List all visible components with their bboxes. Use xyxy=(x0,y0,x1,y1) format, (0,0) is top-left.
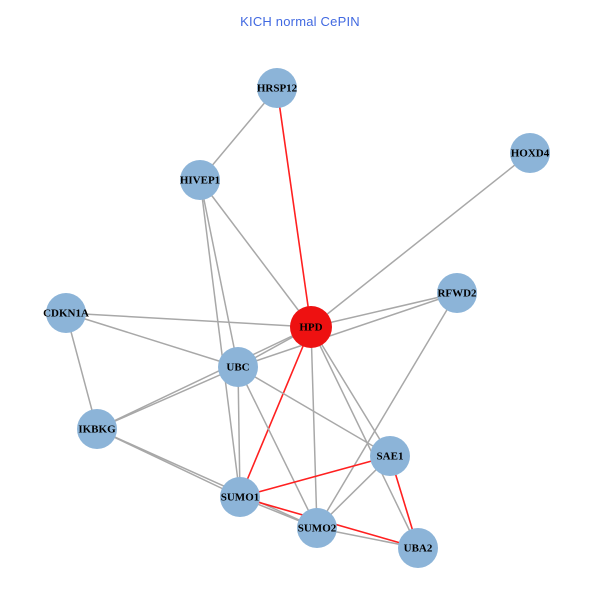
node-sae1[interactable] xyxy=(370,436,410,476)
edge-hpd-sumo1 xyxy=(239,326,312,498)
edge-hoxd4-hpd xyxy=(310,152,531,328)
edge-ikbkg-sumo2 xyxy=(96,428,318,529)
node-label-uba2: UBA2 xyxy=(404,543,433,555)
edge-ubc-ikbkg xyxy=(96,366,239,430)
node-label-hoxd4: HOXD4 xyxy=(511,148,550,160)
edge-hpd-uba2 xyxy=(310,326,419,549)
edge-ubc-sumo1 xyxy=(237,366,241,498)
node-sumo1[interactable] xyxy=(220,477,260,517)
edge-hpd-ikbkg xyxy=(96,326,312,430)
plot-title: KICH normal CePIN xyxy=(240,14,360,29)
node-label-cdkn1a: CDKN1A xyxy=(43,308,89,320)
node-hrsp12[interactable] xyxy=(257,68,297,108)
edge-sae1-sumo1 xyxy=(239,455,391,498)
edge-hrsp12-hpd xyxy=(276,87,312,328)
edge-hivep1-sumo1 xyxy=(199,179,241,498)
edge-cdkn1a-ubc xyxy=(65,312,239,368)
edge-cdkn1a-hpd xyxy=(65,312,312,328)
node-hoxd4[interactable] xyxy=(510,133,550,173)
edge-rfwd2-hpd xyxy=(310,292,458,328)
edge-rfwd2-sumo2 xyxy=(316,292,458,529)
node-sumo2[interactable] xyxy=(297,508,337,548)
node-label-layer: HRSP12 HOXD4 HIVEP1 RFWD2 CDKN1A HPD UBC IKBKG S… xyxy=(43,83,550,555)
edge-ubc-rfwd2 xyxy=(237,292,458,368)
node-hivep1[interactable] xyxy=(180,160,220,200)
node-cdkn1a[interactable] xyxy=(46,293,86,333)
edge-ubc-sumo2 xyxy=(237,366,318,529)
node-label-hrsp12: HRSP12 xyxy=(257,83,298,95)
edge-layer xyxy=(65,87,531,549)
node-label-ikbkg: IKBKG xyxy=(78,424,116,436)
node-layer xyxy=(46,68,550,568)
edge-hivep1-ubc xyxy=(199,179,239,368)
edge-ubc-sae1 xyxy=(237,366,391,457)
edge-hpd-sae1 xyxy=(310,326,391,457)
edge-hivep1-hpd xyxy=(199,179,312,328)
node-label-hpd: HPD xyxy=(299,322,322,334)
node-ikbkg[interactable] xyxy=(77,409,117,449)
node-label-rfwd2: RFWD2 xyxy=(437,288,477,300)
node-ubc[interactable] xyxy=(218,347,258,387)
node-label-sumo1: SUMO1 xyxy=(221,492,260,504)
node-label-sumo2: SUMO2 xyxy=(298,523,337,535)
edge-hpd-sumo2 xyxy=(310,326,318,529)
node-rfwd2[interactable] xyxy=(437,273,477,313)
edge-cdkn1a-ikbkg xyxy=(65,312,98,430)
node-label-hivep1: HIVEP1 xyxy=(180,175,220,187)
node-label-sae1: SAE1 xyxy=(377,451,404,463)
node-uba2[interactable] xyxy=(398,528,438,568)
node-hpd[interactable] xyxy=(290,306,332,348)
node-label-ubc: UBC xyxy=(226,362,249,374)
